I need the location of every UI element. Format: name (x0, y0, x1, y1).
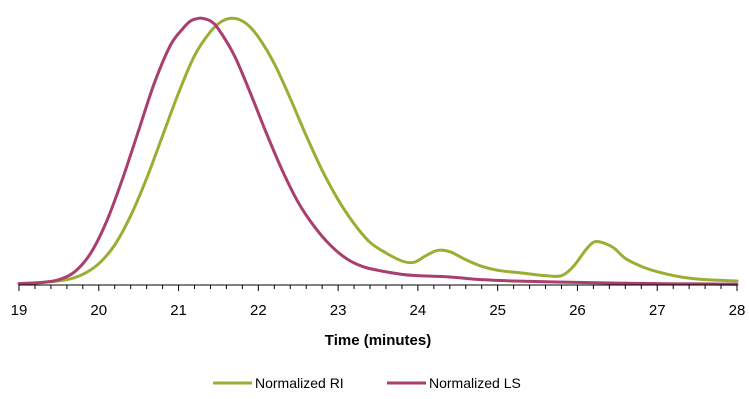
x-tick-label: 20 (90, 302, 107, 319)
legend: Normalized RI Normalized LS (213, 375, 521, 391)
x-axis-ticks (18, 285, 738, 291)
x-tick-label: 22 (250, 302, 267, 319)
x-tick-label: 26 (569, 302, 586, 319)
legend-item-normalized-ls: Normalized LS (387, 375, 521, 391)
x-tick-label: 27 (649, 302, 666, 319)
x-tick-label: 21 (170, 302, 187, 319)
x-tick-label: 24 (410, 302, 427, 319)
x-tick-label: 19 (11, 302, 28, 319)
legend-item-normalized-ri: Normalized RI (213, 375, 344, 391)
legend-label: Normalized RI (255, 375, 344, 391)
x-axis-title: Time (minutes) (325, 332, 431, 349)
x-tick-label: 23 (330, 302, 347, 319)
x-axis-tick-labels: 19 20 21 22 23 24 25 26 27 28 (11, 302, 746, 319)
series-layer (17, 16, 739, 286)
series-line-normalized-ri (17, 16, 739, 286)
x-tick-label: 28 (729, 302, 746, 319)
x-tick-label: 25 (489, 302, 506, 319)
legend-label: Normalized LS (429, 375, 521, 391)
series-line-normalized-ls (17, 16, 739, 286)
